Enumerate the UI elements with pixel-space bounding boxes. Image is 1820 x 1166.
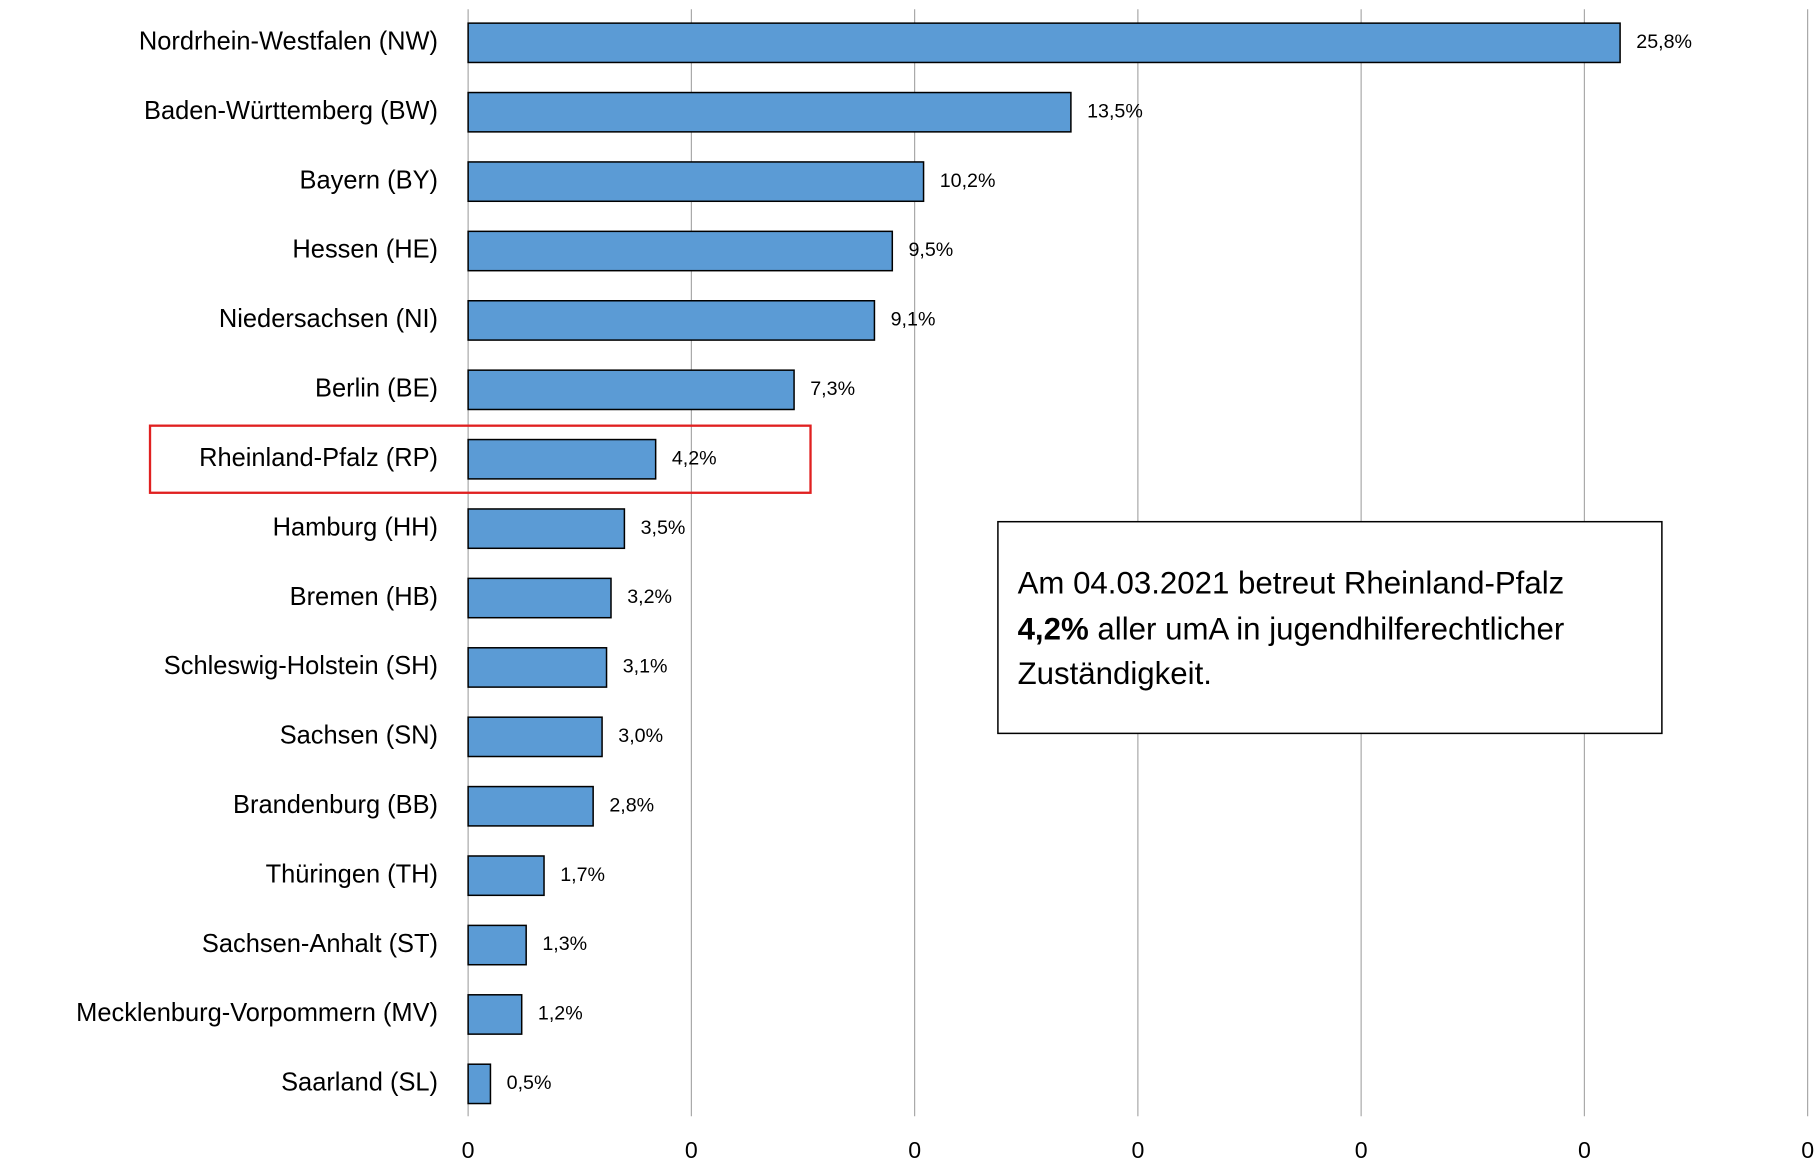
value-label: 1,2% (538, 1003, 583, 1025)
bar (467, 785, 594, 827)
value-label: 7,3% (810, 378, 855, 400)
annotation-emphasis: 4,2% (1018, 612, 1089, 647)
bar (467, 22, 1621, 64)
bar (467, 994, 523, 1035)
x-tick-label: 0 (1131, 1137, 1144, 1163)
y-tick-label: Schleswig-Holstein (SH) (164, 652, 438, 680)
value-label: 9,1% (891, 309, 936, 331)
bar (467, 300, 876, 341)
annotation-box (997, 520, 1663, 735)
value-label: 3,2% (627, 586, 672, 608)
bar (467, 855, 545, 897)
y-tick-label: Niedersachsen (NI) (219, 305, 438, 333)
value-label: 10,2% (940, 170, 996, 192)
x-tick-label: 0 (685, 1137, 698, 1163)
bar (467, 230, 894, 272)
y-tick-label: Bremen (HB) (290, 583, 438, 611)
bar (467, 369, 795, 411)
y-tick-label: Sachsen (SN) (280, 722, 438, 750)
value-label: 1,7% (560, 864, 605, 886)
bar (467, 647, 608, 688)
x-tick-label: 0 (462, 1137, 475, 1163)
annotation-line: 4,2% aller umA in jugendhilferechtlicher (1018, 612, 1565, 647)
annotation-line: Am 04.03.2021 betreut Rheinland-Pfalz (1018, 566, 1565, 601)
bar (467, 91, 1072, 133)
value-label: 2,8% (609, 794, 654, 816)
y-tick-label: Bayern (BY) (300, 166, 439, 194)
value-label: 0,5% (507, 1072, 552, 1094)
y-tick-label: Rheinland-Pfalz (RP) (199, 444, 438, 472)
bar (467, 438, 657, 480)
x-tick-label: 0 (1801, 1137, 1814, 1163)
y-tick-label: Baden-Württemberg (BW) (144, 97, 438, 125)
bar (467, 161, 925, 203)
annotation-text: aller umA in jugendhilferechtlicher (1097, 612, 1564, 647)
y-tick-label: Saarland (SL) (281, 1069, 438, 1097)
x-tick-label: 0 (908, 1137, 921, 1163)
value-label: 3,0% (618, 725, 663, 747)
value-label: 3,1% (623, 656, 668, 678)
y-tick-label: Berlin (BE) (315, 375, 438, 403)
y-tick-label: Sachsen-Anhalt (ST) (202, 930, 438, 958)
value-label: 13,5% (1087, 100, 1143, 122)
bar (467, 924, 527, 966)
bar (467, 577, 612, 619)
highlight-box (148, 424, 812, 494)
y-tick-label: Hamburg (HH) (273, 513, 438, 541)
annotation-line: Zuständigkeit. (1018, 656, 1212, 691)
x-tick-label: 0 (1578, 1137, 1591, 1163)
bar (467, 508, 626, 550)
bar (467, 716, 603, 758)
y-tick-label: Mecklenburg-Vorpommern (MV) (76, 999, 438, 1027)
x-tick-label: 0 (1355, 1137, 1368, 1163)
y-tick-label: Nordrhein-Westfalen (NW) (139, 28, 438, 56)
value-label: 25,8% (1636, 31, 1692, 53)
value-label: 4,2% (672, 447, 717, 469)
value-label: 3,5% (641, 517, 686, 539)
annotation-space (1089, 612, 1098, 647)
bar (467, 1063, 492, 1105)
y-tick-label: Brandenburg (BB) (233, 791, 438, 819)
y-tick-label: Thüringen (TH) (266, 860, 438, 888)
y-tick-label: Hessen (HE) (292, 236, 438, 264)
value-label: 9,5% (908, 239, 953, 261)
value-label: 1,3% (542, 933, 587, 955)
